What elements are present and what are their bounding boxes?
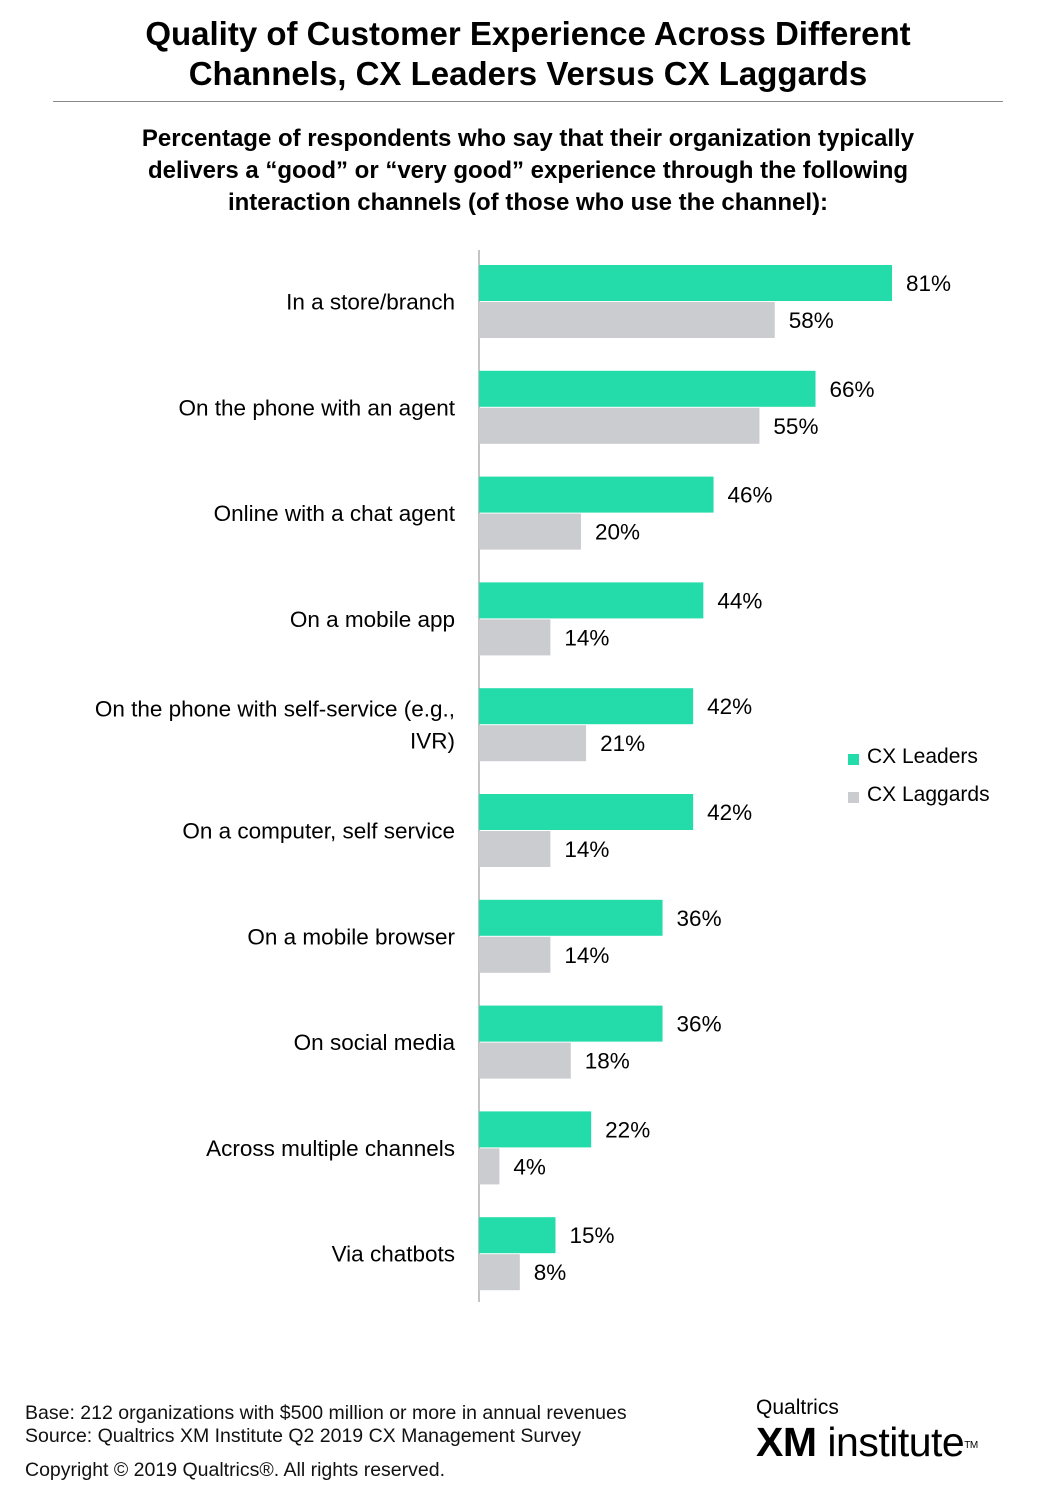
bar-cx-laggards <box>479 725 587 762</box>
value-label-cx-leaders: 66% <box>830 377 875 402</box>
value-label-cx-laggards: 20% <box>595 520 640 545</box>
value-label-cx-leaders: 42% <box>707 800 752 825</box>
footer-copyright: Copyright © 2019 Qualtrics®. All rights … <box>25 1459 445 1481</box>
bar-cx-laggards <box>479 1148 500 1185</box>
footer-source: Source: Qualtrics XM Institute Q2 2019 C… <box>25 1425 582 1447</box>
category-label-line: On a mobile app <box>290 607 455 632</box>
category-label-line: Online with a chat agent <box>214 501 456 526</box>
bar-cx-laggards <box>479 513 581 550</box>
bar-cx-laggards <box>479 936 551 973</box>
category-label-line: Via chatbots <box>332 1242 455 1267</box>
category-label: On the phone with self-service (e.g., IVR… <box>95 697 455 754</box>
legend: CX Leaders CX Laggards <box>848 738 990 814</box>
xm-institute-logo: Qualtrics XM instituteTM <box>756 1396 1026 1464</box>
value-label-cx-leaders: 46% <box>728 483 773 508</box>
chart-title: Quality of Customer Experience Across Di… <box>0 14 1056 94</box>
logo-wordmark: XM instituteTM <box>756 1420 1026 1464</box>
category-label: On a mobile browser <box>247 924 455 949</box>
value-label-cx-laggards: 8% <box>534 1260 567 1285</box>
legend-swatch-laggards <box>848 792 859 803</box>
legend-item-leaders: CX Leaders <box>848 738 990 776</box>
category-label: On a computer, self service <box>182 819 455 844</box>
bar-cx-leaders <box>479 688 694 725</box>
category-label: In a store/branch <box>286 290 455 315</box>
footer-base: Base: 212 organizations with $500 millio… <box>25 1402 627 1424</box>
value-label-cx-laggards: 14% <box>564 837 609 862</box>
logo-tm: TM <box>964 1440 978 1451</box>
category-label-line: Across multiple channels <box>206 1136 455 1161</box>
bar-cx-leaders <box>479 265 892 301</box>
value-label-cx-leaders: 36% <box>677 906 722 931</box>
category-label: Across multiple channels <box>206 1136 455 1161</box>
value-label-cx-leaders: 42% <box>707 694 752 719</box>
value-label-cx-leaders: 44% <box>717 588 762 613</box>
category-label: Online with a chat agent <box>214 501 456 526</box>
value-label-cx-laggards: 4% <box>513 1154 546 1179</box>
bar-cx-leaders <box>479 582 704 619</box>
value-label-cx-laggards: 58% <box>789 308 834 333</box>
title-line-1: Quality of Customer Experience Across Di… <box>145 15 911 52</box>
chart-subtitle: Percentage of respondents who say that t… <box>60 123 996 219</box>
category-label-line: On a mobile browser <box>247 924 455 949</box>
title-line-2: Channels, CX Leaders Versus CX Laggards <box>188 55 868 92</box>
category-label-line: On the phone with an agent <box>179 395 456 420</box>
legend-item-laggards: CX Laggards <box>848 776 990 814</box>
bar-chart: In a store/branch 81% 58% On the phone with… <box>95 250 951 1302</box>
value-label-cx-leaders: 22% <box>605 1117 650 1142</box>
bar-cx-laggards <box>479 302 775 338</box>
bar-cx-laggards <box>479 407 760 444</box>
bar-cx-leaders <box>479 794 694 830</box>
legend-swatch-leaders <box>848 754 859 765</box>
category-label-line: In a store/branch <box>286 290 455 315</box>
value-label-cx-leaders: 36% <box>677 1012 722 1037</box>
category-label: On a mobile app <box>290 607 455 632</box>
bar-cx-leaders <box>479 1217 556 1254</box>
bar-cx-laggards <box>479 619 551 656</box>
logo-xm: XM <box>756 1419 817 1465</box>
legend-label-laggards: CX Laggards <box>867 783 990 806</box>
category-label: On social media <box>294 1030 456 1055</box>
value-label-cx-laggards: 21% <box>600 731 645 756</box>
bar-cx-leaders <box>479 1111 592 1148</box>
value-label-cx-laggards: 55% <box>773 414 818 439</box>
footer: Base: 212 organizations with $500 millio… <box>25 1402 627 1482</box>
bar-cx-leaders <box>479 899 663 936</box>
legend-label-leaders: CX Leaders <box>867 745 978 768</box>
logo-brand: Qualtrics <box>756 1396 839 1419</box>
bar-cx-laggards <box>479 831 551 867</box>
category-label-line: On a computer, self service <box>182 819 455 844</box>
bar-cx-leaders <box>479 476 714 513</box>
category-label: Via chatbots <box>332 1242 455 1267</box>
value-label-cx-laggards: 14% <box>564 943 609 968</box>
logo-institute: institute <box>827 1419 965 1465</box>
value-label-cx-laggards: 18% <box>585 1049 630 1074</box>
category-label-line: On the phone with self-service (e.g., <box>95 697 455 722</box>
value-label-cx-leaders: 15% <box>569 1223 614 1248</box>
category-label-line: IVR) <box>410 729 455 754</box>
bar-cx-leaders <box>479 370 816 407</box>
bar-cx-leaders <box>479 1005 663 1042</box>
value-label-cx-laggards: 14% <box>564 625 609 650</box>
value-label-cx-leaders: 81% <box>906 271 951 296</box>
category-label: On the phone with an agent <box>179 395 456 420</box>
category-label-line: On social media <box>294 1030 456 1055</box>
subtitle-line-3: interaction channels (of those who use t… <box>227 189 829 216</box>
subtitle-line-2: delivers a “good” or “very good” experie… <box>147 157 909 184</box>
subtitle-line-1: Percentage of respondents who say that t… <box>141 125 915 152</box>
title-divider <box>53 101 1003 102</box>
bar-cx-laggards <box>479 1254 520 1291</box>
bar-cx-laggards <box>479 1042 571 1079</box>
